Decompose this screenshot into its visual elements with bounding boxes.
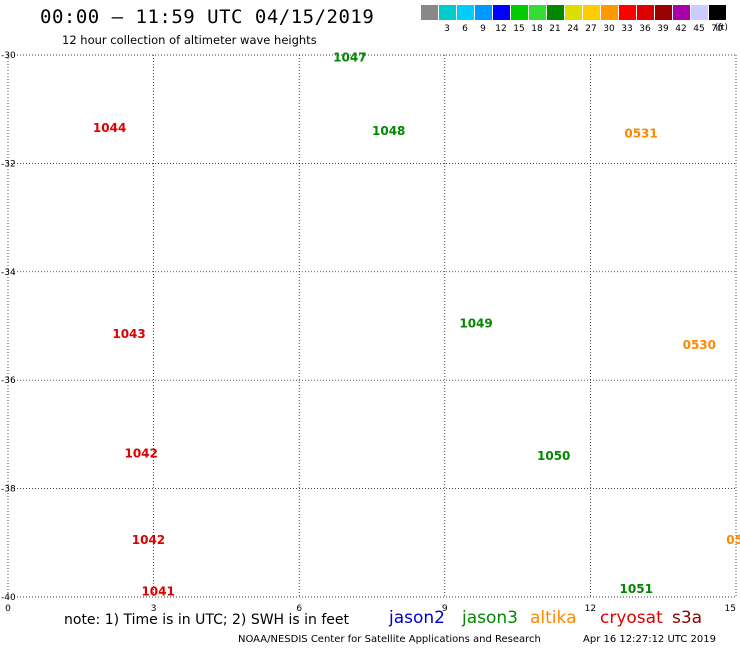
cycle-label: 1051	[620, 582, 653, 596]
legend-swatch	[421, 5, 438, 20]
cycle-label: 1041	[141, 585, 174, 599]
legend-swatch	[637, 5, 654, 20]
x-tick-label: 0	[5, 604, 11, 614]
satellite-legend-jason3: jason3	[462, 608, 518, 628]
cycle-label: 0530	[683, 338, 716, 352]
cycle-label: 0531	[624, 127, 657, 141]
legend-swatch	[601, 5, 618, 20]
chart-subtitle: 12 hour collection of altimeter wave hei…	[62, 33, 317, 47]
legend-swatch	[655, 5, 672, 20]
legend-label: 36	[639, 24, 651, 34]
legend-label: 30	[603, 24, 615, 34]
legend-label: 39	[657, 24, 669, 34]
x-tick-label: 6	[296, 604, 302, 614]
x-tick-label: 9	[442, 604, 448, 614]
legend-swatch	[547, 5, 564, 20]
legend-swatch	[673, 5, 690, 20]
cycle-label: 1042	[124, 446, 157, 460]
legend-label: 42	[675, 24, 687, 34]
cycle-label: 1050	[537, 449, 570, 463]
legend-label: 70	[711, 24, 723, 34]
cycle-label: 1043	[112, 327, 145, 341]
y-tick-label: -38	[1, 485, 16, 495]
legend-label: 15	[513, 24, 525, 34]
legend-label: 45	[693, 24, 705, 34]
legend-label: 33	[621, 24, 633, 34]
legend-label: 24	[567, 24, 579, 34]
legend-swatch	[529, 5, 546, 20]
footer-timestamp: Apr 16 12:27:12 UTC 2019	[583, 634, 716, 645]
legend-swatch	[511, 5, 528, 20]
note-text: note: 1) Time is in UTC; 2) SWH is in fe…	[64, 612, 350, 628]
legend-swatch	[493, 5, 510, 20]
legend-swatch	[583, 5, 600, 20]
y-tick-label: -40	[1, 593, 16, 603]
legend-label: 3	[444, 24, 450, 34]
legend-swatch	[565, 5, 582, 20]
footer-credit: NOAA/NESDIS Center for Satellite Applica…	[238, 634, 541, 645]
legend-label: 27	[585, 24, 597, 34]
y-tick-label: -30	[1, 51, 16, 61]
satellite-legend-altika: altika	[530, 608, 577, 628]
cycle-label: 053	[726, 533, 740, 547]
y-tick-label: -34	[1, 268, 16, 278]
y-tick-label: -36	[1, 376, 16, 386]
satellite-legend-jason2: jason2	[389, 608, 445, 628]
x-tick-label: 15	[725, 604, 736, 614]
cycle-label: 1044	[93, 121, 126, 135]
legend-swatch	[439, 5, 456, 20]
legend-swatch	[709, 5, 726, 20]
y-tick-label: -32	[1, 159, 16, 169]
legend-label: 12	[495, 24, 507, 34]
satellite-legend-s3a: s3a	[672, 608, 703, 628]
legend-swatch	[475, 5, 492, 20]
cycle-label: 1042	[132, 533, 165, 547]
legend-label: 21	[549, 24, 561, 34]
cycle-label: 1048	[372, 124, 405, 138]
cycle-label: 1049	[459, 316, 492, 330]
legend-swatch	[619, 5, 636, 20]
legend-swatch	[691, 5, 708, 20]
legend-unit: (ft)	[715, 23, 728, 33]
legend-label: 6	[462, 24, 468, 34]
x-tick-label: 3	[151, 604, 157, 614]
cycle-label: 1047	[333, 51, 366, 65]
chart-title: 00:00 – 11:59 UTC 04/15/2019	[40, 6, 375, 28]
legend-swatch	[457, 5, 474, 20]
legend-label: 18	[531, 24, 543, 34]
satellite-legend-cryosat: cryosat	[600, 608, 663, 628]
legend-label: 9	[480, 24, 486, 34]
x-tick-label: 12	[585, 604, 596, 614]
